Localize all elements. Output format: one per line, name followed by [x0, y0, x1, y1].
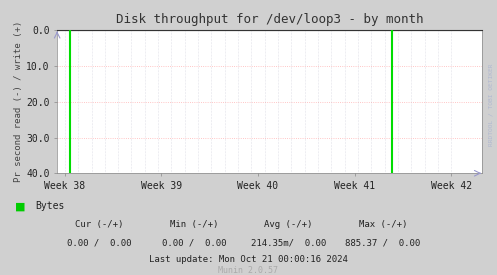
Text: 214.35m/  0.00: 214.35m/ 0.00 — [250, 239, 326, 248]
Text: Max (-/+): Max (-/+) — [358, 220, 407, 229]
Text: Avg (-/+): Avg (-/+) — [264, 220, 313, 229]
Title: Disk throughput for /dev/loop3 - by month: Disk throughput for /dev/loop3 - by mont… — [116, 13, 423, 26]
Text: ■: ■ — [15, 201, 25, 211]
Text: 0.00 /  0.00: 0.00 / 0.00 — [67, 239, 132, 248]
Text: Cur (-/+): Cur (-/+) — [75, 220, 124, 229]
Text: Munin 2.0.57: Munin 2.0.57 — [219, 266, 278, 275]
Text: Bytes: Bytes — [35, 201, 64, 211]
Text: Last update: Mon Oct 21 00:00:16 2024: Last update: Mon Oct 21 00:00:16 2024 — [149, 255, 348, 263]
Y-axis label: Pr second read (-) / write (+): Pr second read (-) / write (+) — [14, 21, 23, 182]
Text: Min (-/+): Min (-/+) — [169, 220, 218, 229]
Text: RRDTOOL / TOBI OETIKER: RRDTOOL / TOBI OETIKER — [488, 63, 493, 146]
Text: 0.00 /  0.00: 0.00 / 0.00 — [162, 239, 226, 248]
Text: 885.37 /  0.00: 885.37 / 0.00 — [345, 239, 420, 248]
